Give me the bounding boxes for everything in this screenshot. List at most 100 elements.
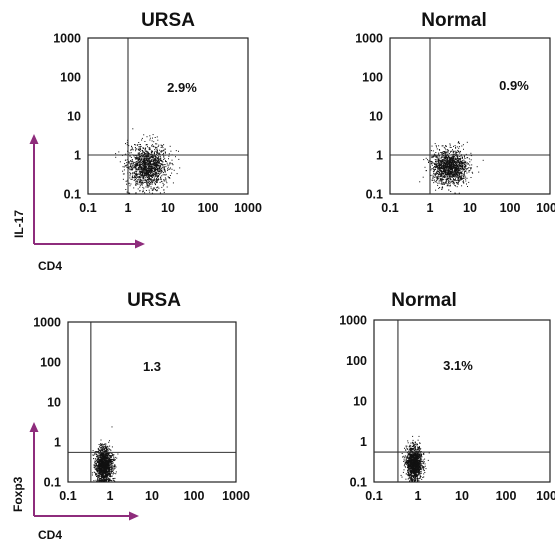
event-dot xyxy=(470,152,472,154)
event-dot xyxy=(125,153,127,155)
event-dot xyxy=(129,175,131,177)
event-dot xyxy=(118,151,120,153)
event-dot xyxy=(94,453,96,455)
event-dot xyxy=(103,455,105,457)
event-dot xyxy=(131,168,133,170)
event-dot xyxy=(454,164,456,166)
event-dot xyxy=(157,157,159,159)
event-dot xyxy=(156,179,158,181)
event-dot xyxy=(136,169,138,171)
event-dot xyxy=(409,468,411,470)
event-dot xyxy=(110,461,112,463)
event-dot xyxy=(431,157,433,159)
event-dot xyxy=(441,167,443,169)
event-dot xyxy=(103,467,105,469)
event-dot xyxy=(145,147,147,149)
event-dot xyxy=(104,480,106,482)
event-dot xyxy=(434,155,436,157)
event-dot xyxy=(111,475,113,477)
event-dot xyxy=(101,454,103,456)
event-dot xyxy=(151,164,153,166)
event-dot xyxy=(95,451,97,452)
event-dot xyxy=(154,182,156,184)
event-dot xyxy=(106,468,108,470)
event-dot xyxy=(169,175,171,176)
event-dot xyxy=(416,443,418,445)
event-dot xyxy=(135,177,137,179)
event-dot xyxy=(446,157,448,159)
event-dot xyxy=(161,186,163,188)
event-dot xyxy=(449,178,451,180)
event-dot xyxy=(155,189,157,191)
event-dot xyxy=(107,447,109,449)
event-dot xyxy=(146,163,148,165)
event-dot xyxy=(436,165,438,167)
event-dot xyxy=(455,178,456,180)
event-dot xyxy=(452,157,454,159)
event-dot xyxy=(161,150,163,152)
event-dot xyxy=(156,186,158,188)
event-dot xyxy=(455,179,456,181)
event-dot xyxy=(141,166,143,168)
event-dot xyxy=(451,171,453,173)
event-dot xyxy=(419,464,421,466)
event-dot xyxy=(147,146,148,148)
event-dot xyxy=(457,166,459,168)
event-dot xyxy=(459,170,461,172)
event-dot xyxy=(439,169,441,171)
event-dot xyxy=(437,184,439,186)
event-dot xyxy=(97,479,98,481)
event-dot xyxy=(128,182,130,184)
event-dot xyxy=(107,445,109,447)
event-dot xyxy=(147,186,149,188)
event-dot xyxy=(100,449,102,451)
event-dot xyxy=(460,171,462,173)
event-dot xyxy=(160,151,162,153)
event-dot xyxy=(109,464,111,466)
event-dot xyxy=(460,173,462,174)
event-dot xyxy=(139,180,141,182)
event-dot xyxy=(101,474,103,476)
event-dot xyxy=(461,174,463,176)
panel-title: URSA xyxy=(127,290,181,311)
event-dot xyxy=(159,171,160,172)
event-dot xyxy=(415,473,416,475)
event-dot xyxy=(449,157,451,159)
event-dot xyxy=(145,163,147,165)
event-dot xyxy=(134,147,136,148)
event-dot xyxy=(102,448,104,450)
event-dot xyxy=(418,450,420,452)
event-dot xyxy=(122,173,124,175)
event-dot xyxy=(454,168,456,170)
x-tick-label: 1 xyxy=(125,201,132,215)
event-dot xyxy=(104,456,106,458)
event-dot xyxy=(138,155,140,157)
event-dot xyxy=(123,173,125,175)
event-dot xyxy=(97,455,98,457)
event-dot xyxy=(164,169,166,171)
event-dot xyxy=(108,455,110,457)
event-dot xyxy=(443,152,445,154)
event-dot xyxy=(165,151,166,153)
event-dot xyxy=(106,458,108,460)
event-dot xyxy=(159,174,161,176)
event-dot xyxy=(112,455,114,457)
event-dot xyxy=(99,455,101,457)
event-dot xyxy=(461,145,463,147)
event-dot xyxy=(129,166,131,168)
event-dot xyxy=(165,178,167,180)
event-dot xyxy=(458,161,460,163)
event-dot xyxy=(459,179,460,181)
event-dot xyxy=(158,170,160,172)
event-dot xyxy=(148,185,150,187)
event-dot xyxy=(99,445,101,447)
event-dot xyxy=(135,148,137,149)
event-dot xyxy=(111,453,113,455)
event-dot xyxy=(165,160,166,162)
event-dot xyxy=(155,173,157,175)
event-dot xyxy=(457,171,459,173)
event-dot xyxy=(449,163,451,165)
event-dot xyxy=(130,160,131,162)
event-dot xyxy=(150,166,152,168)
event-dot xyxy=(111,466,113,468)
